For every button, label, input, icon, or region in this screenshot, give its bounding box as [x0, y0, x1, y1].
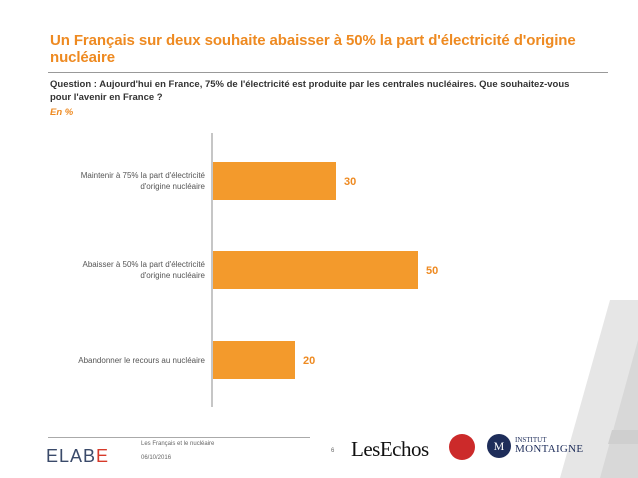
footer-divider [48, 437, 310, 438]
unit-label: En % [50, 107, 74, 118]
red-seal-logo [449, 434, 475, 460]
institut-montaigne-logo: INSTITUT MONTAIGNE [515, 436, 584, 455]
bar-value-label-2: 50 [426, 265, 438, 277]
svg-text:LesEchos: LesEchos [351, 437, 429, 461]
lesechos-logo: LesEchos [351, 436, 443, 468]
category-label-1: Maintenir à 75% la part d'électricité d'… [80, 171, 205, 191]
institut-line: INSTITUT [515, 436, 547, 444]
category-label-2: Abaisser à 50% la part d'électricité d'o… [82, 260, 205, 280]
lesechos-logo-mark: LesEchos [351, 437, 429, 461]
svg-text:E: E [96, 446, 109, 466]
bar-3 [213, 341, 295, 379]
bar-1 [213, 162, 336, 200]
bar-value-label-1: 30 [344, 176, 356, 188]
question-text: Question : Aujourd'hui en France, 75% de… [50, 79, 570, 103]
decorative-bar [608, 430, 638, 444]
elabe-logo-mark: ELAB E [46, 446, 109, 466]
category-label-3: Abandonner le recours au nucléaire [78, 355, 205, 365]
bar-2 [213, 251, 418, 289]
bar-value-label-3: 20 [303, 355, 315, 367]
footer-subtitle: Les Français et le nucléaire [141, 441, 215, 447]
svg-text:ELAB: ELAB [46, 446, 96, 466]
page-number: 6 [331, 448, 335, 454]
institut-montaigne-seal: M [487, 434, 511, 458]
footer-date: 06/10/2016 [141, 455, 172, 461]
slide-title: Un Français sur deux souhaite abaisser à… [50, 32, 576, 66]
title-divider [48, 72, 608, 73]
montaigne-line: MONTAIGNE [515, 443, 584, 455]
elabe-logo: ELAB E [46, 445, 116, 472]
